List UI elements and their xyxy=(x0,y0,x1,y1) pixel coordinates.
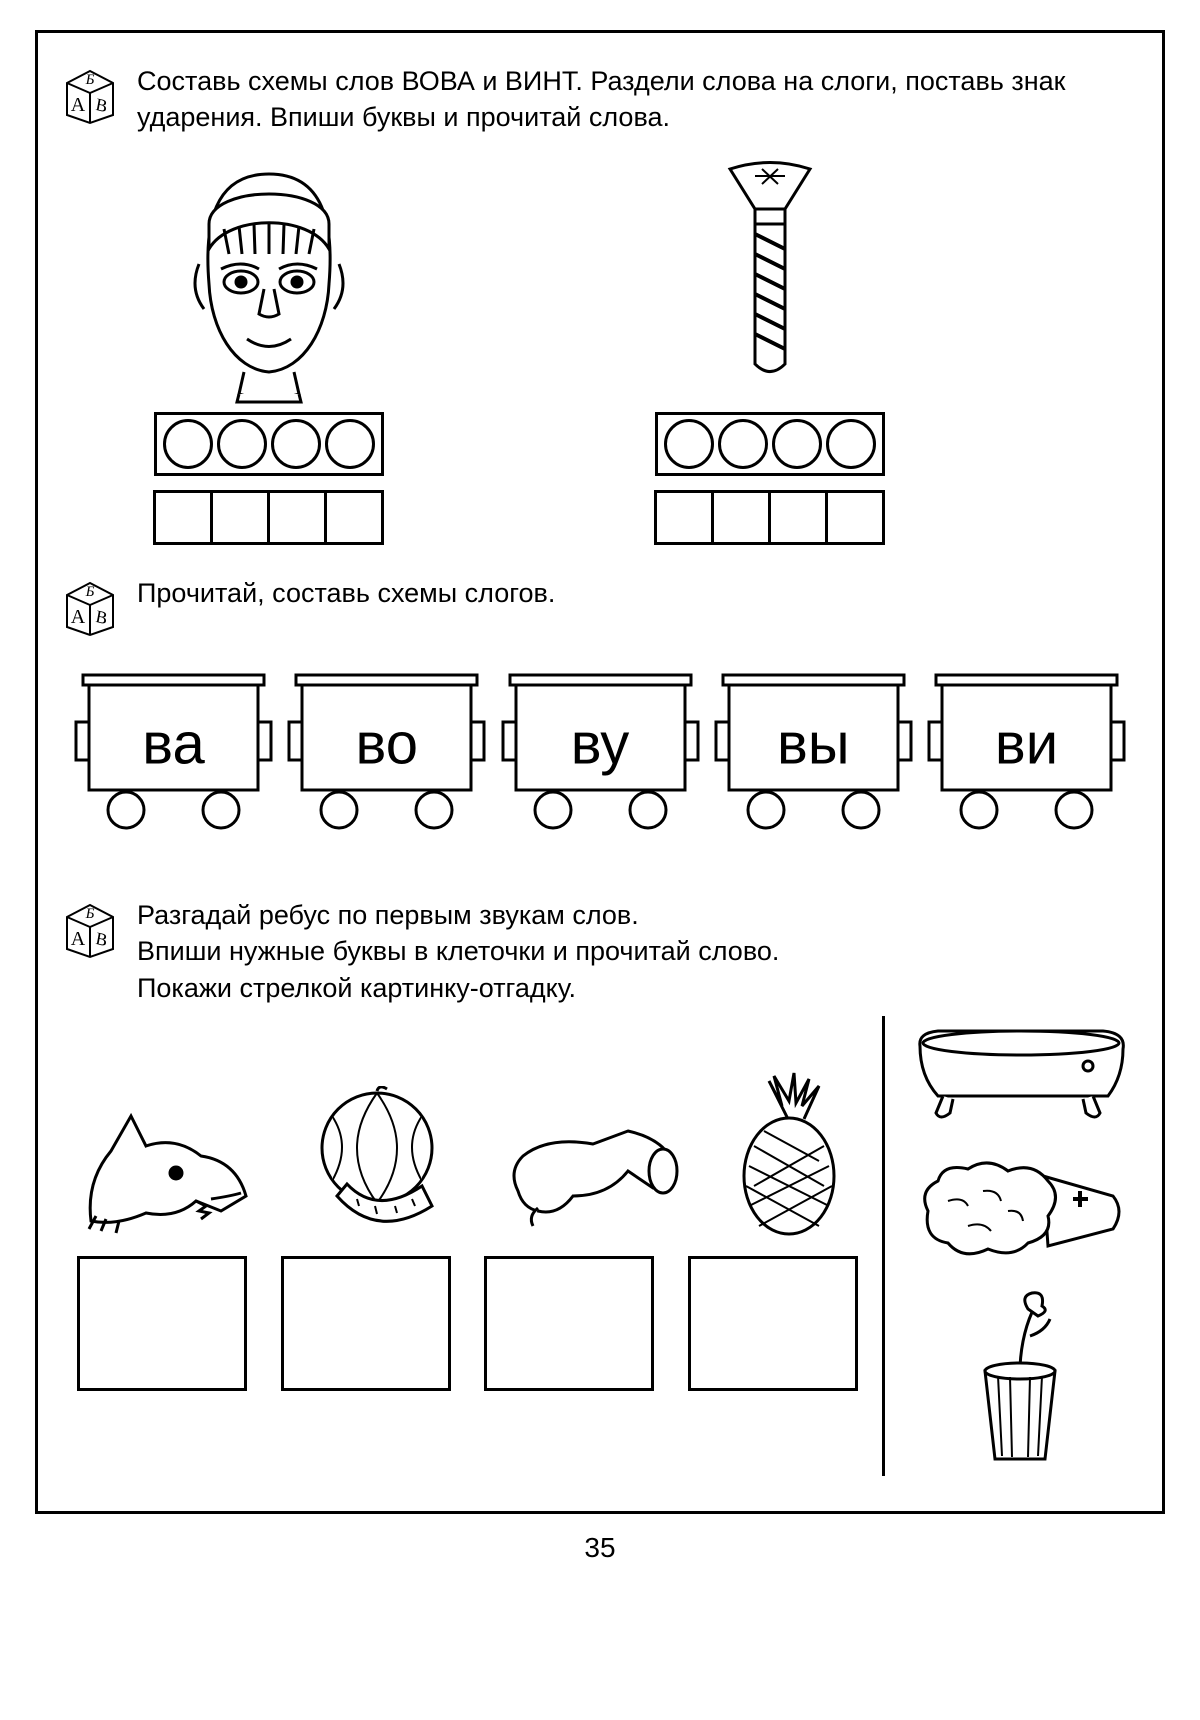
rebus-clue-pictures xyxy=(63,1071,872,1236)
watermelon-icon xyxy=(297,1086,462,1236)
syllable-label: ву xyxy=(571,710,630,777)
boy-face-icon xyxy=(159,154,379,404)
task-2-text: Прочитай, составь схемы слогов. xyxy=(137,575,555,611)
worksheet-page: Б А В Составь схемы слов ВОВА и ВИНТ. Ра… xyxy=(35,30,1165,1514)
wagons-row: ва во ву вы xyxy=(71,667,1129,837)
word-1-sound-scheme[interactable] xyxy=(154,412,384,476)
task-1-header: Б А В Составь схемы слов ВОВА и ВИНТ. Ра… xyxy=(63,63,1137,136)
syllable-label: ва xyxy=(142,710,204,777)
task-3-text: Разгадай ребус по первым звукам слов. Вп… xyxy=(137,897,779,1006)
cube-icon: Б А В xyxy=(63,67,117,130)
cube-left-letter: А xyxy=(71,94,86,116)
wagon-2: во xyxy=(284,667,489,837)
wagon-1: ва xyxy=(71,667,276,837)
svg-text:Б: Б xyxy=(85,906,95,922)
syllable-label: вы xyxy=(777,710,850,777)
task-2-header: Б А В Прочитай, составь схемы слогов. xyxy=(63,575,1137,642)
word-2-column xyxy=(654,154,885,545)
pineapple-icon xyxy=(724,1071,854,1236)
wolf-icon xyxy=(81,1101,261,1236)
wagon-4: вы xyxy=(711,667,916,837)
rebus-left xyxy=(63,1016,882,1476)
syllable-label: во xyxy=(356,710,418,777)
page-number: 35 xyxy=(0,1532,1200,1564)
svg-text:В: В xyxy=(95,928,106,950)
svg-text:Б: Б xyxy=(85,584,95,600)
cube-top-letter: Б xyxy=(85,72,95,88)
task-3-header: Б А В Разгадай ребус по первым звукам сл… xyxy=(63,897,1137,1006)
cube-icon: Б А В xyxy=(63,901,117,964)
screw-icon xyxy=(710,154,830,404)
wagon-3: ву xyxy=(498,667,703,837)
svg-text:А: А xyxy=(71,928,86,950)
rebus-answer-pictures xyxy=(882,1016,1137,1476)
bathtub-icon xyxy=(908,1021,1133,1126)
wagon-5: ви xyxy=(924,667,1129,837)
rebus-area xyxy=(63,1016,1137,1476)
svg-text:В: В xyxy=(95,606,106,628)
cube-right-letter: В xyxy=(95,94,106,116)
word-1-column xyxy=(153,154,384,545)
word-1-letter-boxes[interactable] xyxy=(153,490,384,545)
word-2-sound-scheme[interactable] xyxy=(655,412,885,476)
cotton-wool-icon xyxy=(913,1151,1128,1266)
cube-icon: Б А В xyxy=(63,579,117,642)
horn-icon xyxy=(498,1116,688,1236)
word-2-letter-boxes[interactable] xyxy=(654,490,885,545)
task-1-content xyxy=(153,154,1137,545)
svg-text:А: А xyxy=(71,606,86,628)
task-1-text: Составь схемы слов ВОВА и ВИНТ. Раздели … xyxy=(137,63,1137,136)
rebus-answer-boxes[interactable] xyxy=(73,1256,862,1391)
syllable-label: ви xyxy=(995,710,1058,777)
vase-flower-icon xyxy=(950,1291,1090,1466)
